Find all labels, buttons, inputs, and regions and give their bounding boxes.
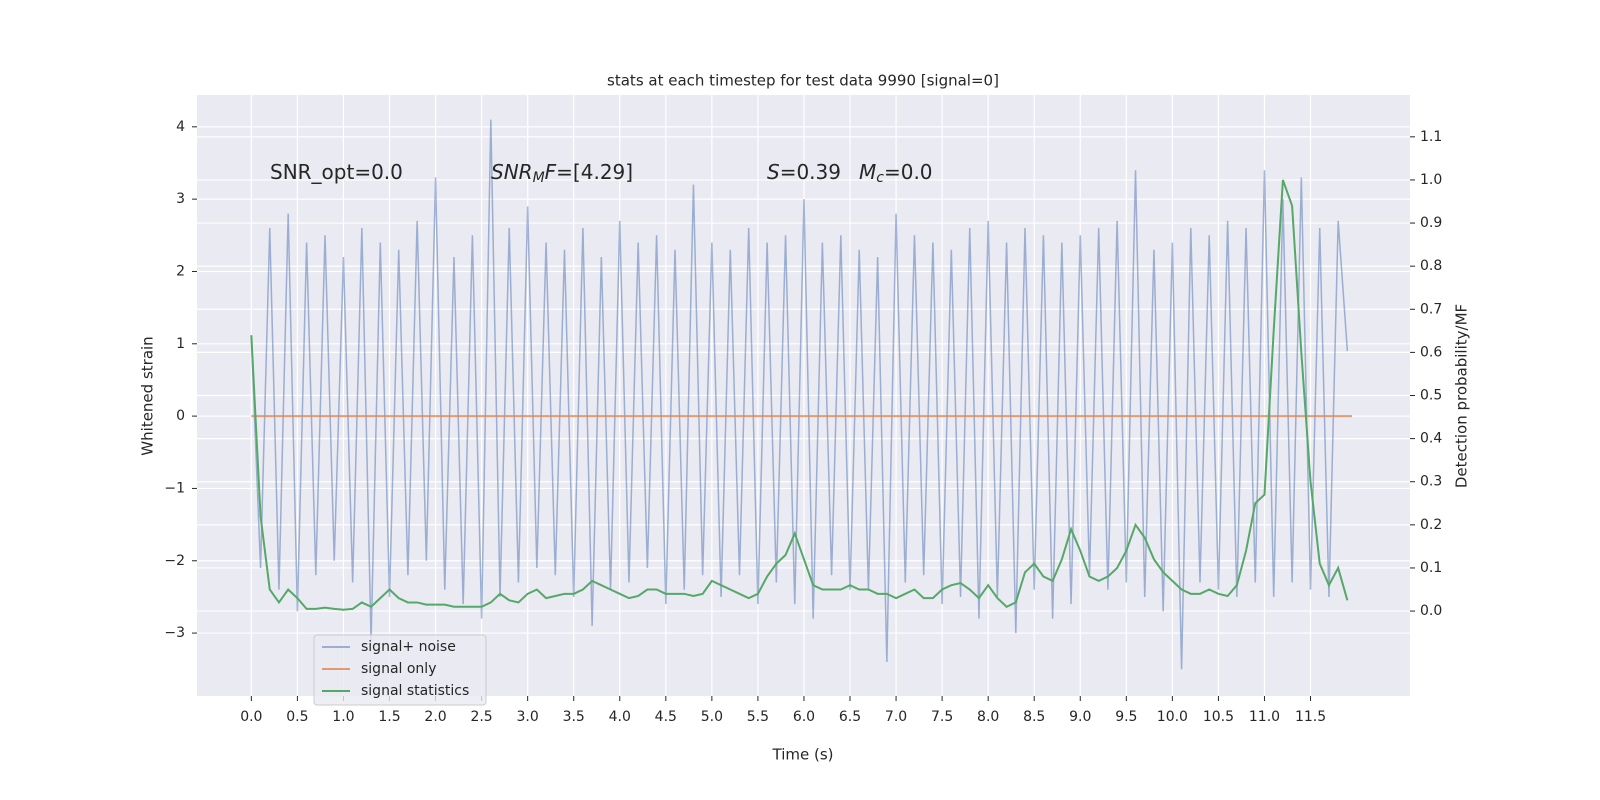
annotation: Mc=0.0 [859,160,933,187]
x-tick-label: 10.5 [1203,709,1234,725]
annotation-part: S [767,160,780,184]
y2-tick-label: 0.4 [1420,431,1442,447]
y-tick-label: 3 [176,191,185,207]
y2-tick-label: 0.9 [1420,215,1442,231]
x-tick-label: 3.5 [563,709,585,725]
annotation-part: =[4.29] [556,160,633,184]
x-tick-label: 6.0 [793,709,815,725]
y-tick-label: 2 [176,263,185,279]
x-tick-label: 6.5 [839,709,861,725]
x-tick-label: 5.5 [747,709,769,725]
annotation: SNRMF=[4.29] [491,160,633,187]
annotation-part: F [545,160,557,184]
y2-axis-label: Detection probability/MF [1453,304,1471,488]
annotation-part: SNR_opt=0.0 [270,160,403,184]
y2-tick-label: 0.0 [1420,603,1442,619]
legend-box [313,634,487,706]
y-tick-label: −3 [164,625,185,641]
series-line [250,119,1349,670]
y-axis-label: Whitened strain [139,336,157,455]
y-tick-label: 0 [176,408,185,424]
y2-tick-label: 0.5 [1420,388,1442,404]
annotation: SNR_opt=0.0 [270,160,403,184]
y-tick-label: −1 [164,480,185,496]
x-tick-label: 1.0 [332,709,354,725]
x-axis-label: Time (s) [772,746,834,764]
y2-tick-label: 0.2 [1420,517,1442,533]
x-tick-label: 2.0 [424,709,446,725]
y2-tick-label: 0.8 [1420,258,1442,274]
series-line [250,179,1349,611]
annotation: S=0.39 [767,160,841,184]
y-tick-label: 1 [176,336,185,352]
x-tick-label: 9.0 [1069,709,1091,725]
x-tick-label: 3.0 [517,709,539,725]
x-tick-label: 0.0 [240,709,262,725]
y2-tick-label: 1.1 [1420,129,1442,145]
y-tick-label: 4 [176,119,185,135]
x-tick-label: 7.5 [931,709,953,725]
annotation-part: =0.39 [780,160,841,184]
x-tick-label: 7.0 [885,709,907,725]
x-tick-label: 4.5 [655,709,677,725]
y2-tick-label: 0.7 [1420,301,1442,317]
y2-tick-label: 0.1 [1420,560,1442,576]
x-tick-label: 9.5 [1115,709,1137,725]
legend-label: signal only [361,661,436,677]
x-tick-label: 2.5 [470,709,492,725]
y2-tick-label: 1.0 [1420,172,1442,188]
annotation-part: =0.0 [884,160,933,184]
x-tick-label: 11.0 [1249,709,1280,725]
x-tick-label: 11.5 [1295,709,1326,725]
legend-label: signal statistics [361,683,469,699]
y-tick-label: −2 [164,553,185,569]
x-tick-label: 1.5 [378,709,400,725]
x-tick-label: 8.0 [977,709,999,725]
x-tick-label: 0.5 [286,709,308,725]
y2-tick-label: 0.3 [1420,474,1442,490]
x-tick-label: 8.5 [1023,709,1045,725]
chart-title: stats at each timestep for test data 999… [607,72,999,90]
annotation-part: M [859,160,876,184]
annotation-part: M [533,170,545,186]
annotation-part: SNR [491,160,533,184]
annotation-part: c [876,170,884,186]
legend-label: signal+ noise [361,639,456,655]
x-tick-label: 4.0 [609,709,631,725]
y2-tick-label: 0.6 [1420,344,1442,360]
x-tick-label: 5.0 [701,709,723,725]
x-tick-label: 10.0 [1157,709,1188,725]
